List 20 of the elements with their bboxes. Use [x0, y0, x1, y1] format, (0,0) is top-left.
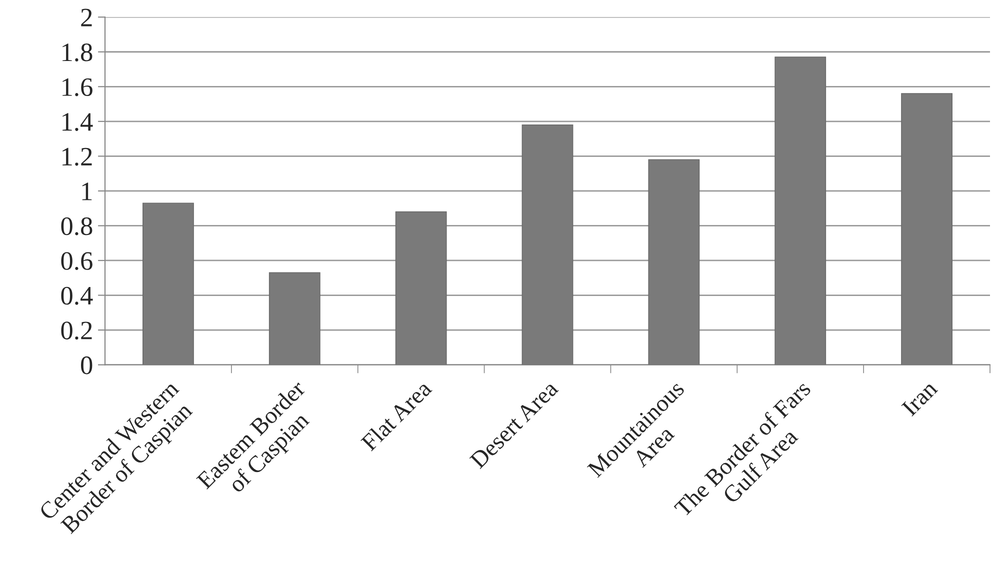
x-tick-label: Flat Area: [360, 378, 433, 452]
bar: [648, 159, 700, 365]
bar: [268, 272, 320, 365]
bar: [522, 124, 574, 365]
y-tick-label: 1.8: [62, 43, 92, 62]
y-tick-label: 1.4: [62, 113, 93, 131]
y-tick-label: 1.6: [62, 78, 92, 96]
y-tick-label: 0.6: [61, 252, 92, 270]
bar: [901, 93, 952, 365]
y-tick-label: 1.2: [62, 148, 92, 166]
y-tick-label: 0.8: [61, 217, 92, 236]
y-tick-label: 0.4: [61, 286, 93, 305]
bar: [142, 202, 194, 365]
x-tick-label: Iran: [901, 380, 938, 417]
y-tick-label: 2: [81, 8, 92, 26]
y-tick-label: 0.2: [61, 322, 92, 340]
y-tick-label: 1: [82, 182, 92, 200]
bar: [774, 56, 826, 365]
y-tick-label: 0: [81, 356, 92, 374]
bar: [395, 211, 447, 365]
